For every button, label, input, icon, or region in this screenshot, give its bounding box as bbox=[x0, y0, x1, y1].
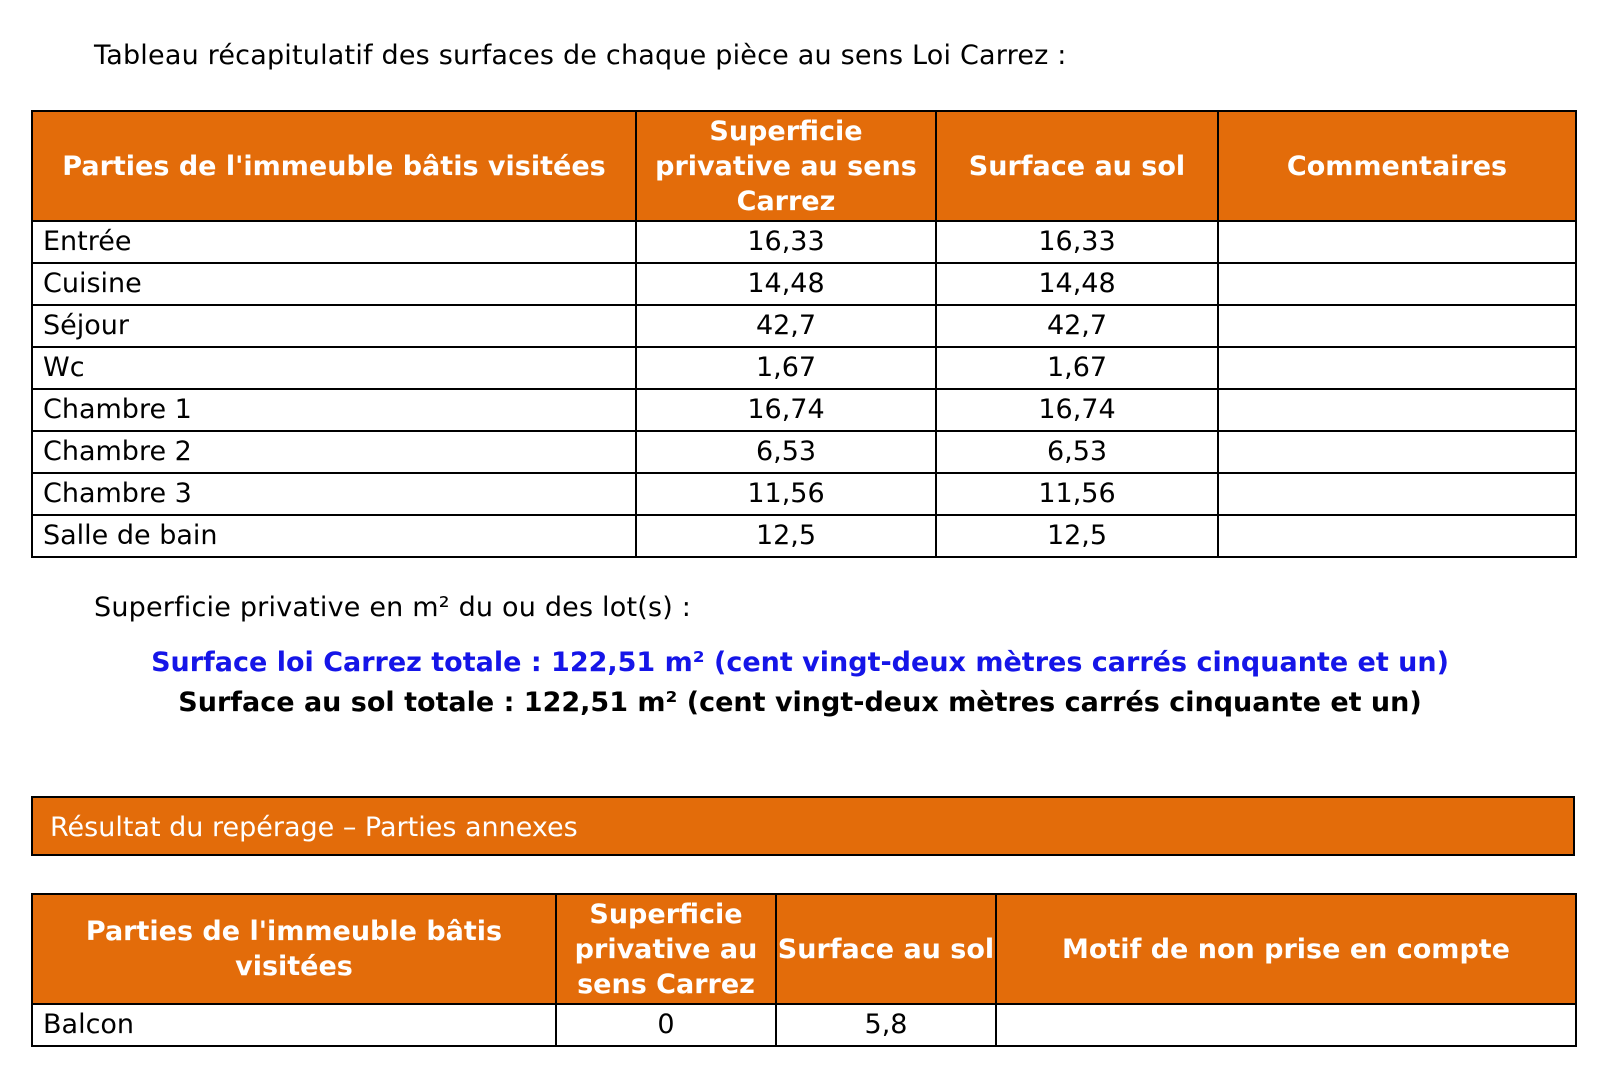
cell-carrez: 1,67 bbox=[635, 346, 937, 390]
cell-comment bbox=[1217, 472, 1577, 516]
cell-sol: 42,7 bbox=[935, 304, 1219, 348]
cell-part: Wc bbox=[31, 346, 637, 390]
cell-part: Balcon bbox=[31, 1003, 557, 1047]
intro-text: Tableau récapitulatif des surfaces de ch… bbox=[94, 40, 1067, 71]
carrez-surfaces-table: Parties de l'immeuble bâtis visitées Sup… bbox=[31, 110, 1577, 558]
cell-sol: 12,5 bbox=[935, 514, 1219, 558]
header-superficie-carrez: Superficie privative au sens Carrez bbox=[555, 893, 777, 1005]
cell-carrez: 42,7 bbox=[635, 304, 937, 348]
cell-part: Cuisine bbox=[31, 262, 637, 306]
cell-comment bbox=[1217, 430, 1577, 474]
cell-sol: 6,53 bbox=[935, 430, 1219, 474]
cell-sol: 16,74 bbox=[935, 388, 1219, 432]
cell-comment bbox=[1217, 346, 1577, 390]
table-row: Entrée 16,33 16,33 bbox=[31, 220, 1577, 264]
cell-sol: 14,48 bbox=[935, 262, 1219, 306]
cell-comment bbox=[1217, 262, 1577, 306]
cell-comment bbox=[1217, 514, 1577, 558]
annex-section-title: Résultat du repérage – Parties annexes bbox=[31, 796, 1575, 856]
header-parties: Parties de l'immeuble bâtis visitées bbox=[31, 893, 557, 1005]
cell-part: Chambre 1 bbox=[31, 388, 637, 432]
cell-part: Salle de bain bbox=[31, 514, 637, 558]
table-row: Salle de bain 12,5 12,5 bbox=[31, 514, 1577, 558]
cell-part: Séjour bbox=[31, 304, 637, 348]
cell-carrez: 12,5 bbox=[635, 514, 937, 558]
table-row: Wc 1,67 1,67 bbox=[31, 346, 1577, 390]
table-row: Chambre 2 6,53 6,53 bbox=[31, 430, 1577, 474]
cell-comment bbox=[1217, 220, 1577, 264]
cell-part: Entrée bbox=[31, 220, 637, 264]
cell-comment bbox=[1217, 304, 1577, 348]
cell-carrez: 16,33 bbox=[635, 220, 937, 264]
total-carrez-surface: Surface loi Carrez totale : 122,51 m² (c… bbox=[151, 647, 1449, 678]
cell-part: Chambre 3 bbox=[31, 472, 637, 516]
cell-motif bbox=[995, 1003, 1577, 1047]
table-row: Séjour 42,7 42,7 bbox=[31, 304, 1577, 348]
cell-part: Chambre 2 bbox=[31, 430, 637, 474]
table-row: Cuisine 14,48 14,48 bbox=[31, 262, 1577, 306]
header-motif: Motif de non prise en compte bbox=[995, 893, 1577, 1005]
cell-carrez: 11,56 bbox=[635, 472, 937, 516]
cell-sol: 1,67 bbox=[935, 346, 1219, 390]
table-header-row: Parties de l'immeuble bâtis visitées Sup… bbox=[31, 110, 1577, 222]
header-surface-sol: Surface au sol bbox=[935, 110, 1219, 222]
cell-sol: 11,56 bbox=[935, 472, 1219, 516]
table-row: Chambre 3 11,56 11,56 bbox=[31, 472, 1577, 516]
cell-sol: 5,8 bbox=[775, 1003, 997, 1047]
header-commentaires: Commentaires bbox=[1217, 110, 1577, 222]
table-row: Chambre 1 16,74 16,74 bbox=[31, 388, 1577, 432]
header-surface-sol: Surface au sol bbox=[775, 893, 997, 1005]
cell-carrez: 16,74 bbox=[635, 388, 937, 432]
lot-surface-label: Superficie privative en m² du ou des lot… bbox=[94, 592, 692, 623]
header-parties: Parties de l'immeuble bâtis visitées bbox=[31, 110, 637, 222]
cell-sol: 16,33 bbox=[935, 220, 1219, 264]
table-header-row: Parties de l'immeuble bâtis visitées Sup… bbox=[31, 893, 1577, 1005]
cell-carrez: 6,53 bbox=[635, 430, 937, 474]
cell-carrez: 14,48 bbox=[635, 262, 937, 306]
cell-carrez: 0 bbox=[555, 1003, 777, 1047]
total-floor-surface: Surface au sol totale : 122,51 m² (cent … bbox=[178, 687, 1422, 718]
table-row: Balcon 0 5,8 bbox=[31, 1003, 1577, 1047]
annex-surfaces-table: Parties de l'immeuble bâtis visitées Sup… bbox=[31, 893, 1577, 1047]
cell-comment bbox=[1217, 388, 1577, 432]
header-superficie-carrez: Superficie privative au sens Carrez bbox=[635, 110, 937, 222]
